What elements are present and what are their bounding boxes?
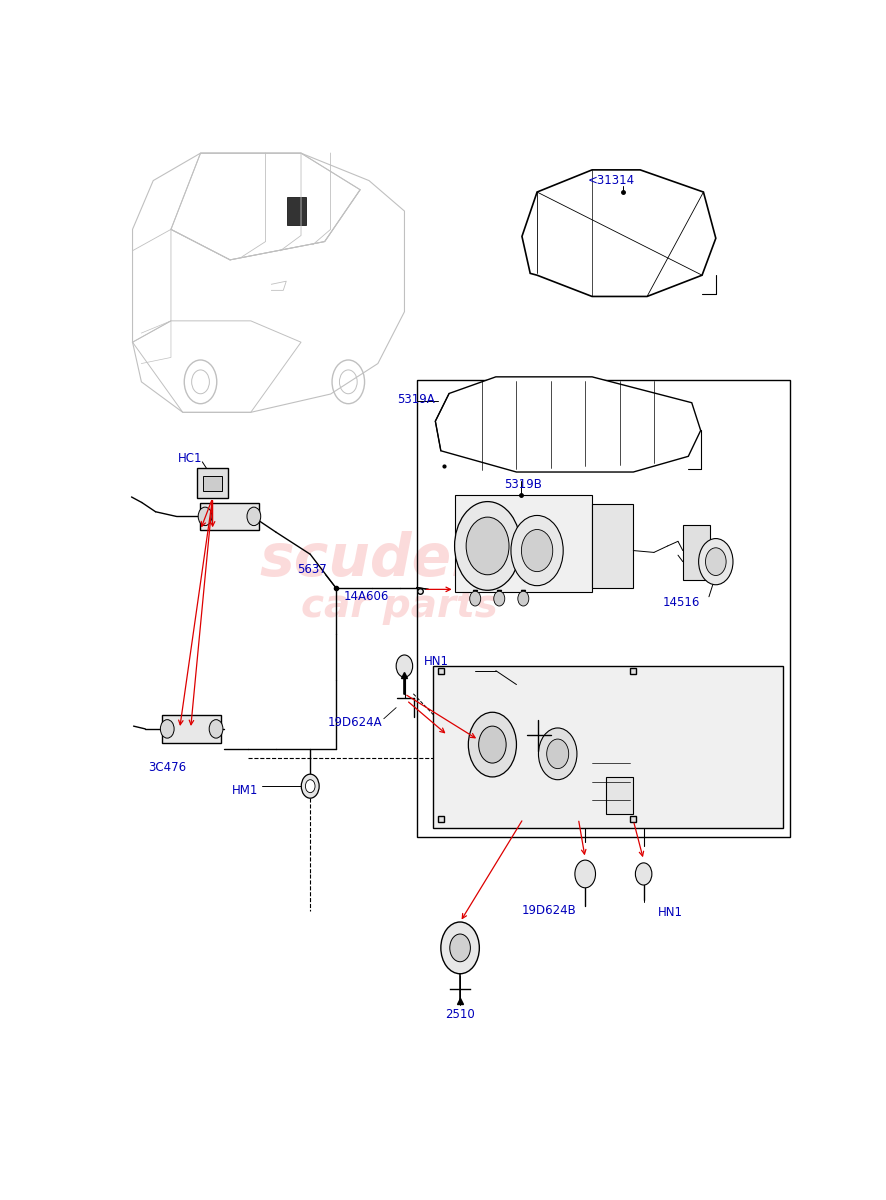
Circle shape [198, 508, 212, 526]
Circle shape [468, 713, 516, 776]
Text: 19D624A: 19D624A [327, 716, 382, 728]
Bar [455, 496, 592, 592]
Text: 5637: 5637 [297, 563, 327, 576]
Text: 14A606: 14A606 [344, 590, 389, 604]
Circle shape [546, 739, 568, 769]
Polygon shape [435, 377, 700, 472]
Circle shape [478, 726, 506, 763]
Bar [592, 504, 633, 588]
Polygon shape [521, 170, 715, 296]
Circle shape [470, 592, 480, 606]
Circle shape [517, 592, 528, 606]
Text: 5319B: 5319B [504, 478, 541, 491]
Text: 3C476: 3C476 [148, 761, 186, 774]
Text: 14516: 14516 [662, 596, 699, 608]
Circle shape [698, 539, 732, 584]
Circle shape [510, 516, 563, 586]
Circle shape [538, 728, 576, 780]
Circle shape [209, 720, 222, 738]
Text: <31314: <31314 [587, 174, 634, 187]
Circle shape [574, 860, 595, 888]
Text: 2510: 2510 [445, 1008, 474, 1021]
Circle shape [305, 780, 315, 793]
Circle shape [440, 922, 478, 973]
Circle shape [494, 592, 504, 606]
Text: car parts: car parts [301, 587, 497, 625]
Bar [203, 475, 222, 491]
Bar [605, 776, 633, 814]
Circle shape [396, 655, 412, 677]
Circle shape [301, 774, 319, 798]
Bar [162, 715, 221, 743]
Text: scuderia: scuderia [259, 532, 540, 588]
Circle shape [466, 517, 509, 575]
Circle shape [521, 529, 552, 571]
Bar [200, 503, 259, 530]
Text: 19D624B: 19D624B [522, 905, 576, 918]
Circle shape [455, 502, 520, 590]
Circle shape [449, 934, 470, 961]
Circle shape [634, 863, 651, 886]
Text: 5319A: 5319A [397, 392, 435, 406]
Circle shape [704, 547, 726, 576]
Bar [286, 197, 306, 224]
Bar [682, 524, 710, 580]
Bar [432, 666, 782, 828]
Text: HC1: HC1 [177, 451, 202, 464]
Text: HN1: HN1 [424, 655, 448, 668]
Circle shape [246, 508, 260, 526]
Circle shape [160, 720, 174, 738]
Text: HM1: HM1 [232, 785, 259, 797]
Text: HN1: HN1 [657, 906, 682, 919]
Bar [416, 379, 789, 838]
Bar [198, 468, 228, 498]
